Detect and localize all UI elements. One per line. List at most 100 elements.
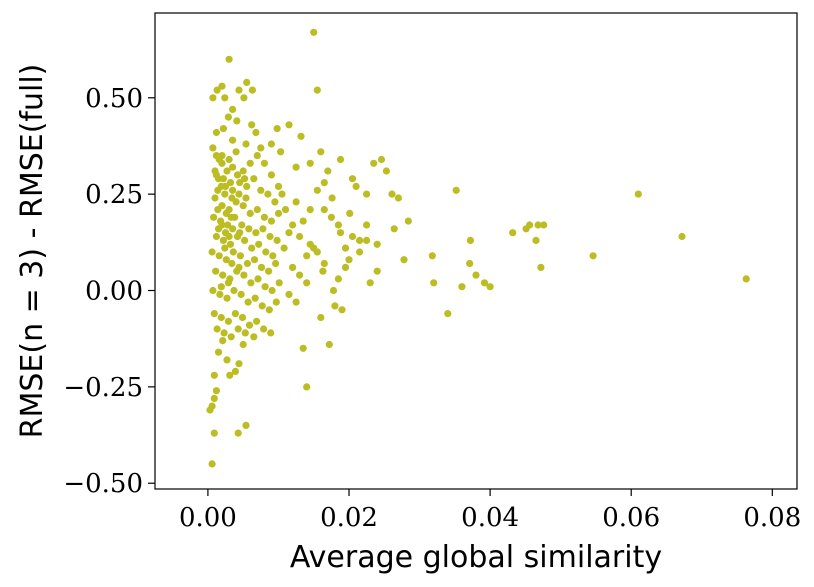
- data-point: [269, 252, 277, 260]
- data-point: [285, 121, 293, 129]
- data-point: [320, 259, 328, 268]
- data-point: [370, 159, 378, 167]
- data-point: [272, 259, 280, 268]
- data-point: [334, 275, 342, 283]
- data-point: [240, 94, 248, 102]
- data-point: [210, 394, 218, 402]
- data-point: [235, 86, 243, 94]
- data-point: [267, 140, 275, 148]
- data-point: [225, 55, 233, 63]
- data-point: [277, 148, 285, 156]
- data-point: [336, 229, 345, 237]
- data-point: [252, 229, 260, 237]
- data-point: [226, 371, 234, 379]
- data-point: [224, 221, 232, 229]
- data-point: [509, 229, 517, 237]
- data-point: [210, 429, 218, 437]
- data-point: [444, 310, 452, 318]
- data-point: [235, 190, 243, 198]
- x-axis-ticks: 0.00 0.02 0.04 0.06 0.08: [179, 489, 801, 533]
- data-point: [219, 271, 227, 279]
- data-point: [242, 194, 250, 202]
- data-point: [265, 267, 273, 275]
- data-point: [239, 167, 247, 175]
- data-point: [235, 263, 243, 271]
- data-point: [216, 290, 224, 298]
- data-point: [225, 155, 233, 164]
- x-tick-label: 0.02: [320, 503, 378, 533]
- data-point: [223, 356, 231, 364]
- data-point: [239, 202, 247, 210]
- data-point: [232, 148, 240, 156]
- data-point: [253, 317, 261, 325]
- data-point: [219, 175, 227, 183]
- data-point: [210, 310, 218, 318]
- data-point: [345, 256, 353, 264]
- y-tick-label: 0.00: [85, 277, 143, 307]
- plot-frame: [154, 12, 798, 490]
- x-tick-label: 0.06: [602, 503, 660, 533]
- data-point: [229, 225, 237, 233]
- data-point: [234, 325, 242, 333]
- data-point: [634, 190, 642, 198]
- data-point: [329, 286, 338, 295]
- data-point: [218, 221, 226, 229]
- data-point: [243, 182, 251, 190]
- data-point: [243, 78, 251, 86]
- data-point: [247, 279, 255, 287]
- data-point: [212, 267, 220, 275]
- data-point: [246, 209, 254, 217]
- data-point: [382, 167, 390, 175]
- data-point: [229, 163, 237, 171]
- data-point: [373, 240, 381, 248]
- data-point: [303, 383, 311, 391]
- data-point: [241, 175, 249, 183]
- data-point: [223, 167, 231, 175]
- data-point: [352, 182, 360, 190]
- data-point: [257, 144, 265, 152]
- data-point: [241, 236, 249, 244]
- data-point: [388, 190, 396, 198]
- data-point: [320, 206, 328, 214]
- data-point: [313, 186, 321, 194]
- x-axis-label: Average global similarity: [290, 540, 662, 575]
- data-point: [223, 294, 231, 302]
- data-point: [526, 221, 534, 229]
- data-point: [230, 286, 238, 295]
- data-point: [366, 279, 374, 287]
- data-point: [219, 125, 227, 133]
- data-point: [217, 313, 225, 322]
- data-point: [319, 267, 327, 275]
- data-point: [227, 333, 235, 341]
- data-point: [217, 283, 225, 291]
- data-point: [331, 302, 339, 310]
- data-point: [297, 132, 305, 140]
- data-point: [299, 344, 307, 352]
- x-tick-label: 0.08: [743, 503, 801, 533]
- data-point: [534, 221, 542, 229]
- data-point: [678, 232, 686, 241]
- data-point: [289, 263, 297, 271]
- data-point: [303, 279, 311, 287]
- data-point: [325, 340, 333, 349]
- data-point: [229, 136, 237, 144]
- data-point: [231, 367, 239, 375]
- data-point: [219, 236, 227, 244]
- data-point: [236, 179, 244, 187]
- data-point: [248, 244, 256, 252]
- data-point: [267, 217, 275, 225]
- data-point: [224, 279, 232, 287]
- data-point: [239, 340, 247, 349]
- data-point: [212, 232, 220, 241]
- data-point: [306, 159, 314, 167]
- data-point: [341, 263, 350, 271]
- y-axis-label: RMSE(n = 3) - RMSE(full): [15, 64, 50, 439]
- data-point: [248, 121, 256, 129]
- data-point: [222, 209, 230, 217]
- data-point: [296, 271, 304, 279]
- data-point: [226, 240, 235, 248]
- data-point: [373, 267, 381, 275]
- data-point: [320, 179, 328, 187]
- data-point: [227, 213, 235, 221]
